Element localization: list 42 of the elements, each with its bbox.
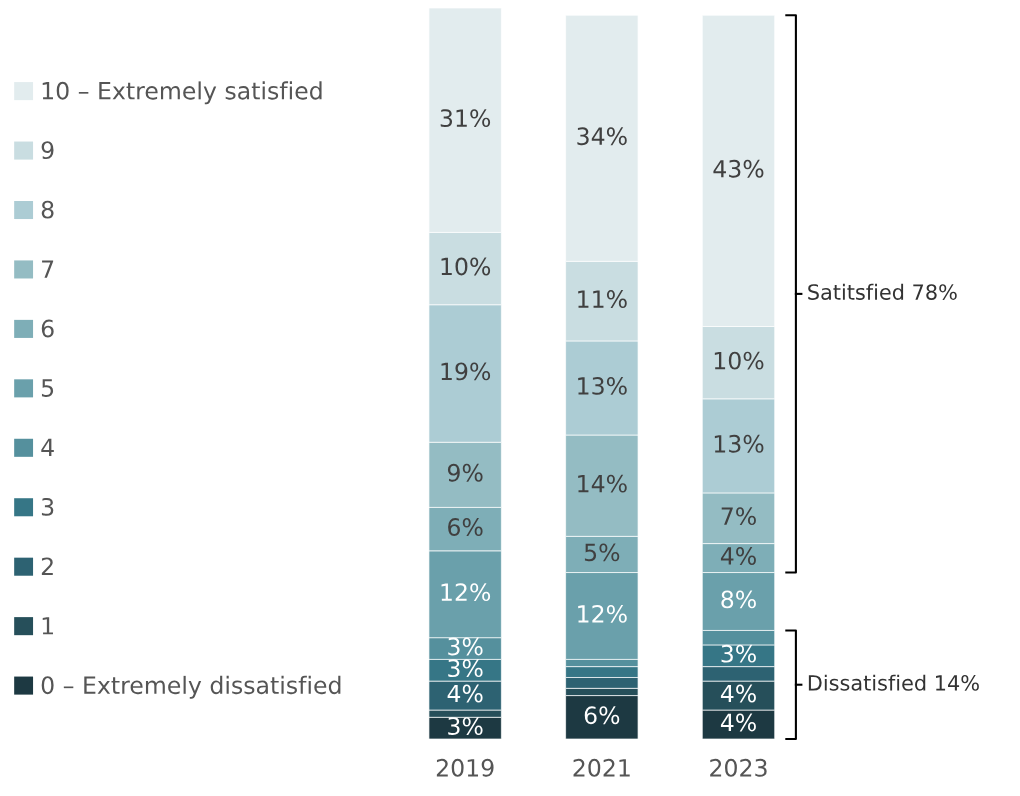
- data-label: 12%: [441, 583, 491, 602]
- data-label: 43%: [713, 159, 764, 178]
- x-tick-label: 2023: [710, 758, 767, 777]
- legend-label: 7: [42, 260, 54, 278]
- data-label: 31%: [440, 109, 491, 128]
- data-label: 3%: [721, 644, 756, 663]
- data-label: 4%: [720, 713, 756, 732]
- data-label: 11%: [578, 290, 627, 308]
- data-label: 7%: [721, 507, 756, 526]
- data-label: 13%: [578, 376, 627, 395]
- legend-label: 3: [41, 497, 54, 516]
- data-label: 19%: [441, 362, 491, 381]
- legend-label: 9: [41, 141, 54, 160]
- data-label: 4%: [720, 684, 756, 703]
- data-label: 6%: [584, 706, 620, 725]
- legend-label: 4: [41, 438, 54, 456]
- x-tick-label: 2019: [436, 758, 494, 777]
- legend-label: 0 – Extremely dissatisfied: [41, 675, 341, 699]
- legend-label: 6: [41, 319, 54, 338]
- legend-label: 2: [41, 557, 53, 575]
- data-label: 8%: [721, 590, 756, 609]
- data-label: 5%: [584, 543, 620, 562]
- data-label: 6%: [448, 518, 483, 536]
- data-label: 9%: [447, 463, 483, 482]
- legend-label: 1: [42, 617, 53, 635]
- data-label: 4%: [447, 684, 483, 703]
- text: Satitsfied 78%: [808, 283, 957, 300]
- data-label: 3%: [448, 637, 483, 656]
- data-label: 12%: [578, 604, 627, 623]
- data-label: 3%: [448, 659, 483, 678]
- data-label: 34%: [577, 127, 627, 146]
- data-label: 4%: [720, 547, 756, 565]
- legend-label: 8: [41, 200, 54, 219]
- data-label: 10%: [714, 351, 764, 370]
- x-tick-label: 2021: [573, 758, 630, 777]
- data-label: 13%: [714, 434, 764, 453]
- legend-label: 10 – Extremely satisfied: [42, 81, 322, 105]
- data-label: 14%: [578, 474, 627, 493]
- legend-label: 5: [41, 379, 54, 397]
- data-label: 3%: [448, 717, 483, 735]
- data-label: 10%: [441, 257, 491, 276]
- text: Dissatisfied 14%: [808, 674, 979, 691]
